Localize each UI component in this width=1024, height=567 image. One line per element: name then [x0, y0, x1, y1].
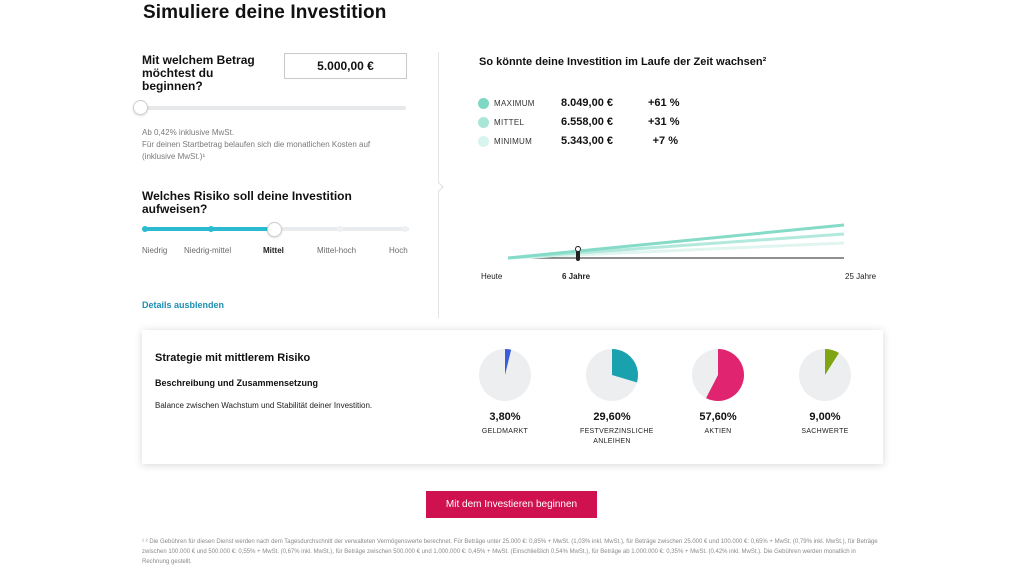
risk-label-hoch[interactable]: Hoch	[389, 246, 408, 255]
risk-slider[interactable]	[141, 221, 409, 237]
risk-label-niedrig-mittel[interactable]: Niedrig-mittel	[184, 246, 232, 255]
strategy-description: Balance zwischen Wachstum und Stabilität…	[155, 401, 373, 410]
strategy-subtitle: Beschreibung und Zusammensetzung	[155, 378, 319, 388]
strategy-title: Strategie mit mittlerem Risiko	[155, 352, 311, 364]
x-label-marker: 6 Jahre	[562, 272, 591, 281]
pie-pct-sachwerte: 9,00%	[809, 411, 841, 423]
scenario-dot-icon	[478, 98, 489, 109]
scenario-pct: +31 %	[648, 116, 680, 128]
pie-label-aktien: AKTIEN	[704, 428, 732, 435]
pie-label-sachwerte: SACHWERTE	[801, 428, 849, 435]
line-maximum	[507, 223, 845, 260]
amount-question: Mit welchem Betrag möchtest du beginnen?	[142, 53, 255, 93]
growth-title: So könnte deine Investition im Laufe der…	[479, 56, 767, 68]
pie-pct-geldmarkt: 3,80%	[489, 411, 521, 423]
risk-slider-thumb[interactable]	[267, 222, 282, 237]
amount-slider-thumb[interactable]	[133, 100, 148, 115]
risk-label-niedrig[interactable]: Niedrig	[142, 246, 168, 255]
details-toggle-link[interactable]: Details ausblenden	[142, 300, 225, 310]
pie-slice	[825, 349, 839, 375]
footnote: ¹ ² Die Gebühren für diesen Dienst werde…	[142, 539, 878, 565]
scenario-name: MAXIMUM	[494, 99, 535, 108]
pie-aktien	[692, 349, 745, 401]
pie-pct-aktien: 57,60%	[699, 411, 737, 423]
pie-pct-festverzinsliche-anleihen: 29,60%	[593, 411, 631, 423]
x-label-end: 25 Jahre	[845, 272, 877, 281]
pie-slice	[505, 349, 512, 375]
risk-label-mittel[interactable]: Mittel	[263, 246, 284, 255]
scenario-dot-icon	[478, 136, 489, 147]
risk-question: Welches Risiko soll deine Investition au…	[142, 189, 352, 216]
pie-geldmarkt	[479, 349, 531, 401]
risk-stop-mittel-hoch[interactable]	[337, 226, 343, 232]
pie-slice	[612, 349, 638, 383]
risk-stop-hoch[interactable]	[402, 226, 408, 232]
x-label-start: Heute	[481, 272, 503, 281]
risk-label-mittel-hoch[interactable]: Mittel-hoch	[317, 246, 357, 255]
start-investing-button[interactable]: Mit dem Investieren beginnen	[426, 491, 597, 518]
scenario-value: 8.049,00 €	[561, 97, 613, 109]
risk-stop-niedrig[interactable]	[142, 226, 148, 232]
page-title: Simuliere deine Investition	[143, 2, 387, 23]
pie-label-geldmarkt: GELDMARKT	[481, 428, 529, 435]
time-marker-dot-icon	[575, 246, 581, 252]
risk-stop-niedrig-mittel[interactable]	[208, 226, 214, 232]
scenario-pct: +7 %	[652, 135, 678, 147]
fee-info: Ab 0,42% inklusive MwSt. Für deinen Star…	[142, 127, 402, 163]
pie-festverzinsliche-anleihen	[586, 349, 638, 401]
pie-sachwerte	[799, 349, 851, 401]
scenario-value: 6.558,00 €	[561, 116, 613, 128]
pie-slice	[706, 349, 745, 401]
growth-chart[interactable]	[500, 215, 850, 265]
fee-line-2: Für deinen Startbetrag belaufen sich die…	[142, 140, 371, 161]
amount-slider-track[interactable]	[138, 106, 406, 110]
pie-label-festverzinsliche-anleihen: FESTVERZINSLICHE ANLEIHEN	[580, 428, 654, 445]
amount-input[interactable]	[284, 53, 407, 79]
scenario-name: MITTEL	[494, 118, 525, 127]
divider-notch-icon	[438, 182, 444, 192]
scenario-pct: +61 %	[648, 97, 680, 109]
scenario-name: MINIMUM	[494, 137, 533, 146]
fee-line-1: Ab 0,42% inklusive MwSt.	[142, 128, 235, 137]
scenario-value: 5.343,00 €	[561, 135, 613, 147]
amount-slider[interactable]	[133, 99, 406, 117]
scenario-dot-icon	[478, 117, 489, 128]
